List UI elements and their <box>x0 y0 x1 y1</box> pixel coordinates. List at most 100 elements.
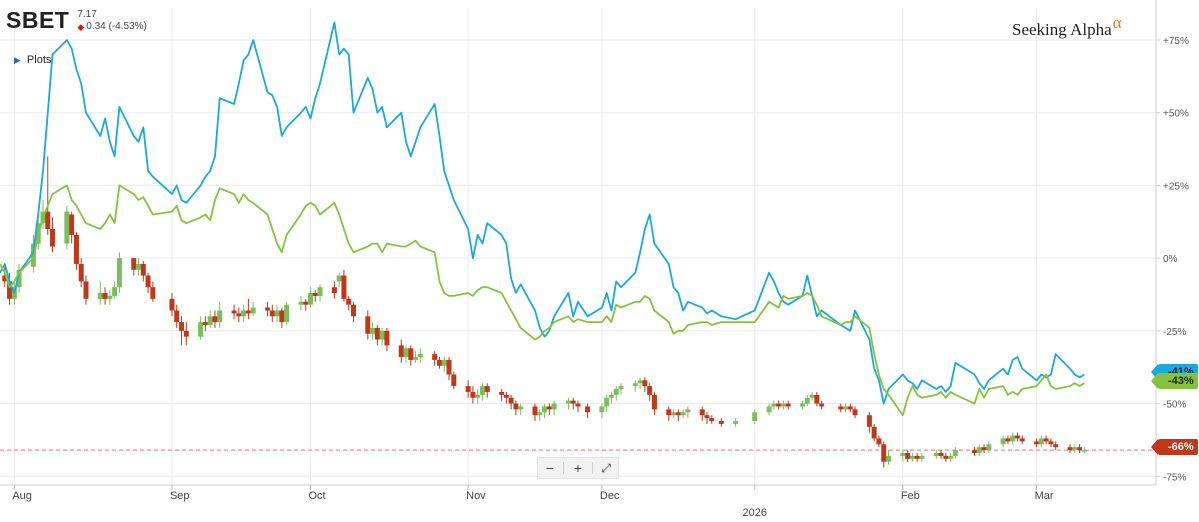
candle <box>212 310 218 328</box>
candle-body <box>675 412 681 416</box>
x-tick-label: Oct <box>308 490 325 502</box>
quote-values: 7.17 ◆ 0.34 (-4.53%) <box>77 9 147 33</box>
down-arrow-icon: ◆ <box>77 22 85 32</box>
y-tick-label: -50% <box>1163 400 1186 411</box>
candle <box>136 258 142 276</box>
grid-lines <box>0 8 1156 485</box>
candle <box>417 348 423 363</box>
candle-body <box>479 386 485 395</box>
candle-body <box>202 322 208 326</box>
candle-body <box>599 406 605 413</box>
x-tick-label: Mar <box>1035 490 1054 502</box>
candle <box>671 409 677 419</box>
candle-body <box>733 421 739 424</box>
candle <box>97 281 103 305</box>
price-change: ◆ 0.34 (-4.53%) <box>77 21 147 33</box>
candle-body <box>140 263 146 276</box>
candle-body <box>532 406 538 416</box>
candle <box>331 281 337 299</box>
candle-body <box>312 293 318 296</box>
candle-body <box>346 298 352 305</box>
fit-expand-button[interactable]: ⤢ <box>601 461 611 475</box>
candle <box>269 304 275 323</box>
candle-body <box>136 263 142 270</box>
candle-body <box>604 397 610 407</box>
candle <box>971 447 977 456</box>
candle <box>537 409 543 422</box>
candle-body <box>771 403 777 407</box>
candle-body <box>1053 444 1059 448</box>
candle-body <box>1077 447 1083 451</box>
candle <box>350 301 356 323</box>
y-tick-label: 0% <box>1163 254 1178 265</box>
zoom-in-button[interactable]: + <box>573 460 583 476</box>
candle <box>733 418 739 427</box>
candle <box>914 453 920 462</box>
candle-body <box>97 293 103 299</box>
candle <box>752 409 758 424</box>
candle <box>1019 435 1025 445</box>
candle-body <box>971 450 977 454</box>
candle <box>107 290 113 305</box>
candle-body <box>245 310 251 314</box>
candle <box>312 290 318 302</box>
candle <box>575 400 581 413</box>
zoom-out-button[interactable]: − <box>545 460 554 476</box>
candle-body <box>212 316 218 323</box>
candle <box>384 327 390 352</box>
plots-label: Plots <box>26 54 52 66</box>
candle <box>365 310 371 340</box>
candle-body <box>943 455 949 459</box>
candle-body <box>608 394 614 398</box>
candle <box>680 409 686 419</box>
candle <box>112 281 118 299</box>
candle <box>245 298 251 320</box>
candle <box>451 371 457 390</box>
candle-body <box>303 301 309 305</box>
candle-body <box>685 409 691 413</box>
candle <box>804 394 810 407</box>
candle <box>217 301 223 328</box>
candle <box>140 261 146 282</box>
candle <box>709 415 715 424</box>
candle-body <box>50 229 56 247</box>
candle <box>642 377 648 392</box>
candle-body <box>847 406 853 410</box>
candle-body <box>116 258 122 288</box>
candle <box>838 403 844 413</box>
candle-body <box>575 403 581 407</box>
candle-body <box>866 415 872 427</box>
candle-body <box>307 293 313 305</box>
candle <box>637 377 643 390</box>
candle <box>1072 444 1078 454</box>
candle <box>78 258 84 288</box>
candle <box>780 400 786 410</box>
candle <box>174 304 180 328</box>
candle-body <box>976 447 982 454</box>
candle <box>948 453 954 462</box>
ticker-symbol: SBET <box>6 7 70 33</box>
candle <box>785 400 791 410</box>
candle-body <box>179 322 185 331</box>
candle-body <box>819 403 825 407</box>
candle <box>1034 438 1040 448</box>
candle <box>1043 435 1049 445</box>
candle-body <box>241 310 247 317</box>
candle-body <box>236 313 242 317</box>
plots-toggle[interactable]: ▶ Plots <box>14 54 51 66</box>
candle-series-last-label: -66% <box>1151 439 1198 455</box>
candle-body <box>484 386 490 392</box>
candle-body <box>451 374 457 387</box>
candle-body <box>408 348 414 360</box>
candle <box>800 400 806 410</box>
candle-body <box>64 211 70 244</box>
y-tick-label: -75% <box>1163 472 1186 483</box>
candle <box>819 400 825 410</box>
candle-body <box>1067 447 1073 451</box>
candle-body <box>145 275 151 288</box>
candle-body <box>613 389 619 395</box>
candle <box>274 304 280 323</box>
candle-body <box>804 397 810 404</box>
candle-body <box>1019 438 1025 442</box>
